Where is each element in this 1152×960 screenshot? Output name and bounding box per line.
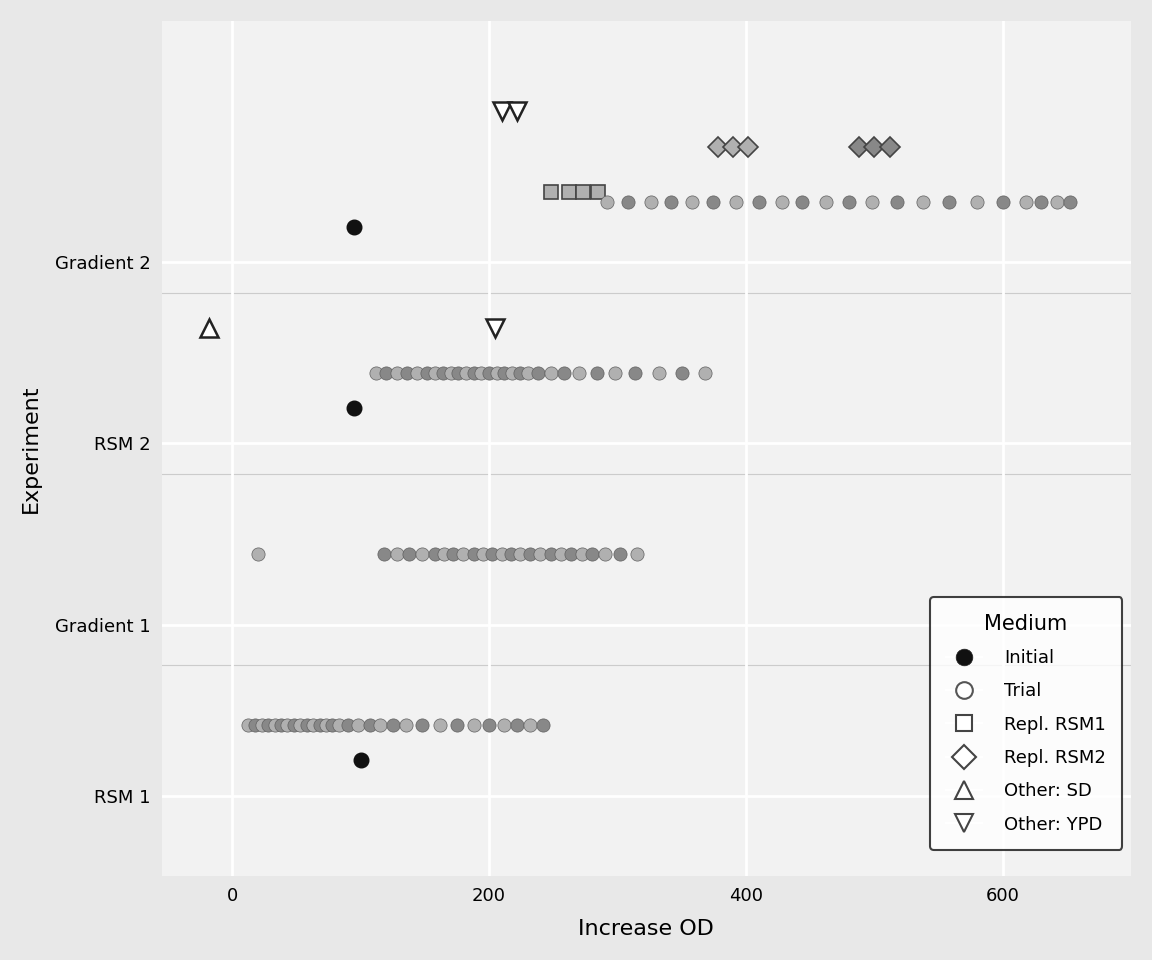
Legend: Initial, Trial, Repl. RSM1, Repl. RSM2, Other: SD, Other: YPD: Initial, Trial, Repl. RSM1, Repl. RSM2, … <box>930 597 1122 850</box>
Y-axis label: Experiment: Experiment <box>21 384 40 513</box>
X-axis label: Increase OD: Increase OD <box>578 919 714 939</box>
